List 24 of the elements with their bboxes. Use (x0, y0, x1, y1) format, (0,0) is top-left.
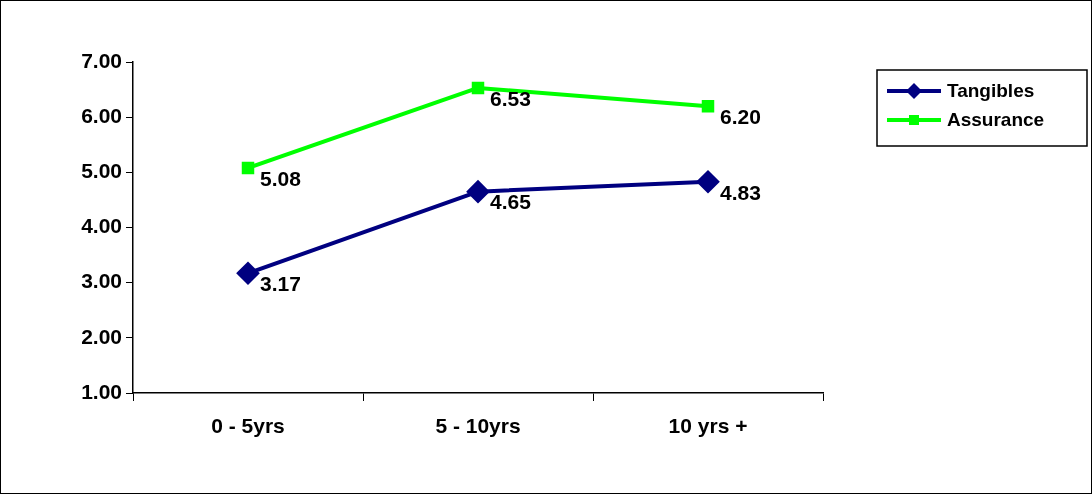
data-label: 5.08 (260, 166, 302, 190)
point (471, 81, 485, 95)
point (241, 161, 255, 175)
point (697, 170, 719, 193)
y-tick-label: 6.00 (81, 103, 122, 127)
y-tick-label: 7.00 (81, 48, 122, 72)
point (237, 262, 259, 285)
x-tick-label: 10 yrs + (668, 414, 748, 438)
y-tick-label: 5.00 (81, 159, 122, 183)
point (701, 99, 715, 113)
legend-label: Tangibles (947, 80, 1035, 102)
x-tick-label: 0 - 5yrs (211, 414, 285, 438)
data-label: 4.83 (720, 180, 761, 204)
y-tick-label: 2.00 (81, 324, 122, 348)
data-label: 4.65 (490, 190, 532, 214)
legend-label: Assurance (947, 109, 1045, 131)
x-tick-label: 5 - 10yrs (435, 414, 521, 438)
data-label: 6.53 (490, 86, 531, 110)
data-label: 6.20 (720, 104, 761, 128)
y-tick-label: 1.00 (81, 379, 122, 403)
point (467, 180, 489, 203)
y-tick-label: 3.00 (81, 269, 122, 293)
data-label: 3.17 (260, 272, 301, 296)
y-tick-label: 4.00 (81, 214, 122, 238)
